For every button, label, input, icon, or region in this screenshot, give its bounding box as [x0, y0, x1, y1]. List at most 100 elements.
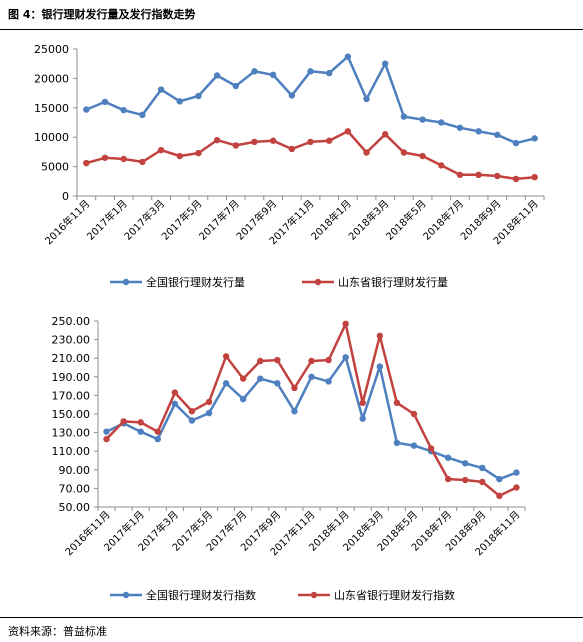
- data-point: [274, 380, 281, 387]
- data-point: [342, 320, 349, 327]
- y-tick-label: 50.00: [59, 501, 91, 514]
- data-point: [176, 98, 183, 105]
- data-point: [308, 357, 315, 365]
- top-rule: [0, 29, 583, 30]
- data-point: [205, 398, 213, 406]
- data-point: [393, 399, 401, 407]
- data-point: [120, 106, 127, 114]
- data-point: [291, 384, 298, 392]
- data-point: [410, 442, 418, 449]
- data-point: [139, 111, 146, 119]
- data-point: [376, 363, 384, 370]
- data-point: [195, 92, 202, 100]
- y-tick-label: 190.00: [52, 371, 91, 384]
- data-point: [171, 400, 179, 407]
- data-point: [363, 149, 370, 156]
- series-line-shandong: [85, 130, 535, 181]
- data-point: [400, 149, 408, 156]
- data-point: [308, 373, 315, 380]
- figure-title: 图 4：银行理财发行量及发行指数走势: [8, 8, 196, 21]
- data-point: [269, 137, 277, 144]
- data-point: [103, 435, 110, 443]
- data-point: [494, 131, 501, 139]
- series-line-shandong: [105, 322, 518, 498]
- data-point: [462, 476, 469, 484]
- data-point: [479, 478, 486, 486]
- y-tick-label: 70.00: [59, 482, 91, 495]
- data-point: [344, 53, 352, 60]
- data-point: [157, 86, 165, 93]
- data-point: [444, 475, 452, 483]
- data-point: [101, 154, 109, 161]
- data-point: [363, 95, 370, 103]
- data-point: [496, 475, 503, 483]
- data-point: [137, 428, 144, 435]
- data-point: [427, 445, 435, 452]
- issuance-volume-chart: 05000100001500020000250002016年11月2017年1月…: [34, 43, 545, 289]
- data-point: [325, 378, 332, 385]
- data-point: [83, 159, 90, 167]
- data-point: [274, 356, 281, 364]
- data-point: [222, 380, 230, 387]
- data-point: [325, 69, 333, 77]
- data-point: [325, 356, 332, 364]
- data-point: [513, 484, 520, 491]
- y-tick-label: 5000: [41, 161, 69, 174]
- legend-label: 全国银行理财发行指数: [146, 588, 256, 602]
- data-point: [376, 332, 384, 340]
- data-point: [288, 145, 296, 153]
- data-point: [101, 98, 109, 106]
- data-point: [513, 469, 520, 476]
- data-point: [496, 492, 503, 500]
- data-point: [475, 128, 482, 135]
- data-point: [494, 172, 501, 180]
- data-point: [232, 82, 239, 90]
- data-point: [251, 68, 258, 75]
- data-point: [257, 375, 264, 382]
- y-tick-label: 150.00: [52, 408, 91, 421]
- legend-label: 山东省银行理财发行指数: [334, 588, 455, 602]
- data-point: [269, 71, 277, 79]
- data-point: [419, 152, 426, 160]
- data-point: [475, 171, 482, 179]
- data-point: [239, 395, 247, 403]
- data-point: [531, 135, 538, 142]
- data-point: [139, 158, 146, 166]
- data-point: [359, 415, 366, 422]
- source-note: 资料来源：普益标准: [8, 625, 107, 638]
- data-point: [410, 410, 418, 418]
- bottom-rule: [0, 617, 583, 618]
- data-point: [257, 357, 264, 365]
- data-point: [479, 464, 486, 472]
- y-tick-label: 250.00: [52, 315, 91, 328]
- data-point: [120, 418, 127, 425]
- data-point: [325, 137, 333, 144]
- y-tick-label: 210.00: [52, 352, 91, 365]
- data-point: [120, 155, 127, 163]
- data-point: [438, 119, 445, 126]
- legend-label: 山东省银行理财发行量: [338, 275, 448, 289]
- issuance-index-chart: 50.00 70.00 90.00 110.00 130.00 150.00 170.00 1…: [52, 315, 526, 602]
- data-point: [444, 454, 452, 461]
- data-point: [205, 409, 213, 417]
- data-point: [291, 408, 298, 415]
- data-point: [456, 171, 464, 179]
- y-tick-label: 130.00: [52, 427, 91, 440]
- data-point: [359, 399, 366, 407]
- data-point: [438, 162, 445, 169]
- data-point: [222, 353, 230, 360]
- data-point: [239, 375, 247, 382]
- y-tick-label: 25000: [34, 43, 69, 56]
- y-tick-label: 15000: [34, 102, 69, 115]
- data-point: [382, 131, 389, 138]
- data-point: [157, 146, 165, 154]
- data-point: [342, 354, 349, 361]
- data-point: [512, 175, 520, 183]
- data-point: [393, 439, 401, 447]
- legend-marker: [122, 278, 130, 286]
- data-point: [307, 68, 314, 75]
- data-point: [213, 72, 221, 79]
- legend-marker: [122, 591, 130, 599]
- legend-marker: [310, 591, 318, 599]
- data-point: [171, 389, 179, 396]
